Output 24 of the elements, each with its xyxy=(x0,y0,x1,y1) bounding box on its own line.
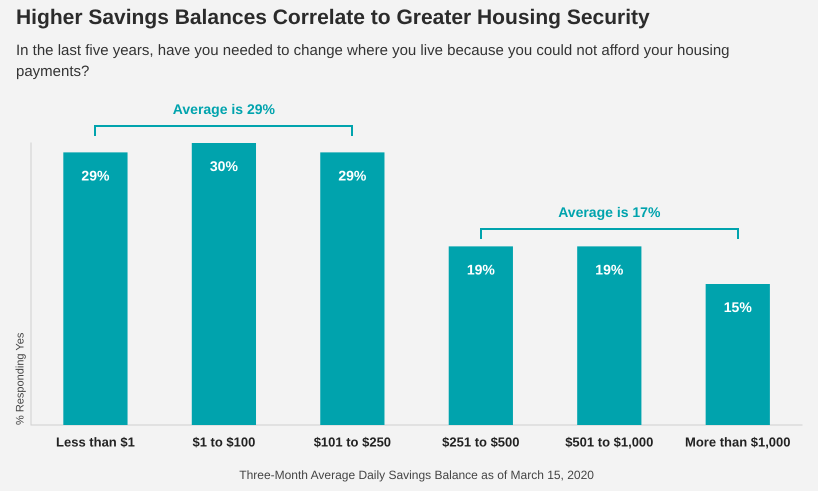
annotation: Average is 17% xyxy=(558,204,660,220)
x-tick-label: Less than $1 xyxy=(56,434,135,450)
bar xyxy=(63,152,128,425)
bar xyxy=(706,284,770,425)
data-label: 29% xyxy=(338,167,367,184)
data-label: 30% xyxy=(210,158,238,174)
chart-title: Higher Savings Balances Correlate to Greater Housing Security xyxy=(16,6,650,30)
x-tick-label: More than $1,000 xyxy=(685,434,791,450)
x-tick-label: $501 to $1,000 xyxy=(565,434,654,450)
bar xyxy=(577,246,642,425)
x-axis-title: Three-Month Average Daily Savings Balance as of March 15, 2020 xyxy=(239,468,594,482)
x-tick-label: $1 to $100 xyxy=(192,434,256,450)
data-label: 15% xyxy=(724,298,752,315)
bar xyxy=(448,246,513,425)
data-label: 19% xyxy=(595,261,624,278)
chart-subtitle: In the last five years, have you needed to change where you live because you could not afford your housing payments? xyxy=(16,41,731,82)
bar xyxy=(320,152,384,425)
x-tick-label: $101 to $250 xyxy=(314,434,392,450)
data-label: 19% xyxy=(466,261,496,278)
text: Average is 29% xyxy=(172,101,275,117)
data-label: 29% xyxy=(81,167,110,184)
bar xyxy=(192,143,256,425)
y-axis-title: % Responding Yes xyxy=(14,332,27,425)
x-tick-label: $251 to $500 xyxy=(442,434,520,450)
